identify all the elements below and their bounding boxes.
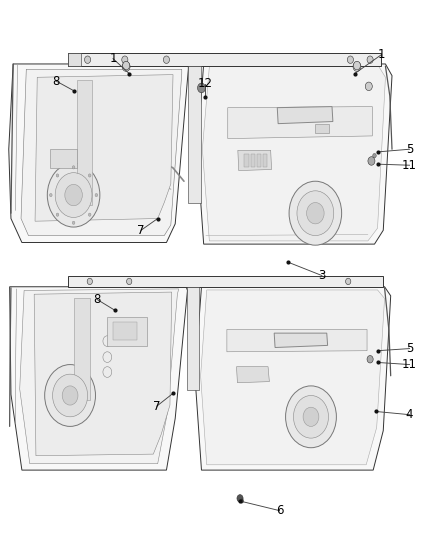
Circle shape <box>55 173 92 217</box>
Circle shape <box>297 191 334 236</box>
Circle shape <box>95 193 98 197</box>
Text: 8: 8 <box>53 75 60 87</box>
Circle shape <box>123 61 130 70</box>
Text: 4: 4 <box>406 408 413 421</box>
Polygon shape <box>228 107 372 139</box>
Circle shape <box>240 499 244 503</box>
Circle shape <box>347 56 353 63</box>
Polygon shape <box>187 287 199 390</box>
Circle shape <box>65 184 82 206</box>
Circle shape <box>353 61 360 70</box>
Circle shape <box>47 163 100 227</box>
Circle shape <box>293 395 328 438</box>
Polygon shape <box>244 154 249 167</box>
Polygon shape <box>277 107 333 124</box>
Polygon shape <box>197 64 392 244</box>
Polygon shape <box>34 292 172 456</box>
Text: 5: 5 <box>406 143 413 156</box>
Circle shape <box>367 56 373 63</box>
Circle shape <box>198 83 205 93</box>
Text: 8: 8 <box>94 293 101 306</box>
Text: 1: 1 <box>109 52 117 65</box>
Text: 3: 3 <box>318 269 325 282</box>
Circle shape <box>127 278 132 285</box>
Circle shape <box>122 56 128 63</box>
Text: 11: 11 <box>402 159 417 172</box>
Polygon shape <box>113 322 137 340</box>
Polygon shape <box>251 154 255 167</box>
Polygon shape <box>202 67 385 241</box>
Circle shape <box>45 365 95 426</box>
Circle shape <box>88 174 91 177</box>
Polygon shape <box>50 149 77 168</box>
Text: 11: 11 <box>402 358 417 371</box>
Circle shape <box>87 278 92 285</box>
Circle shape <box>72 166 75 169</box>
Text: 5: 5 <box>406 342 413 355</box>
Circle shape <box>365 82 372 91</box>
Text: 6: 6 <box>276 504 283 517</box>
Circle shape <box>85 56 91 63</box>
Polygon shape <box>263 154 267 167</box>
Circle shape <box>237 495 243 502</box>
Polygon shape <box>257 154 261 167</box>
Circle shape <box>367 356 373 363</box>
Text: 12: 12 <box>198 77 212 90</box>
Text: 1: 1 <box>377 49 385 61</box>
Text: 7: 7 <box>137 224 145 237</box>
Circle shape <box>368 157 375 165</box>
Circle shape <box>122 62 130 71</box>
Polygon shape <box>238 150 272 171</box>
Circle shape <box>56 174 59 177</box>
Circle shape <box>353 62 361 71</box>
Circle shape <box>56 213 59 216</box>
Polygon shape <box>274 333 328 348</box>
Polygon shape <box>227 329 367 352</box>
Polygon shape <box>68 53 381 66</box>
Polygon shape <box>74 298 90 400</box>
Circle shape <box>88 213 91 216</box>
Text: 7: 7 <box>153 400 161 413</box>
Polygon shape <box>315 124 328 133</box>
Polygon shape <box>201 290 385 465</box>
Polygon shape <box>9 64 188 243</box>
Polygon shape <box>20 289 179 464</box>
Circle shape <box>72 221 75 224</box>
Circle shape <box>49 193 52 197</box>
Polygon shape <box>35 75 173 221</box>
Circle shape <box>62 386 78 405</box>
Circle shape <box>373 154 376 158</box>
Circle shape <box>53 374 88 417</box>
Circle shape <box>289 181 342 245</box>
Circle shape <box>307 203 324 224</box>
Polygon shape <box>21 69 182 236</box>
Circle shape <box>346 278 351 285</box>
Circle shape <box>303 407 319 426</box>
Circle shape <box>286 386 336 448</box>
Circle shape <box>163 56 170 63</box>
Polygon shape <box>77 80 92 205</box>
Polygon shape <box>107 317 147 346</box>
Polygon shape <box>10 287 187 470</box>
Polygon shape <box>68 276 383 287</box>
Polygon shape <box>188 66 201 203</box>
Polygon shape <box>68 53 81 66</box>
Polygon shape <box>195 287 391 470</box>
Polygon shape <box>237 367 269 383</box>
